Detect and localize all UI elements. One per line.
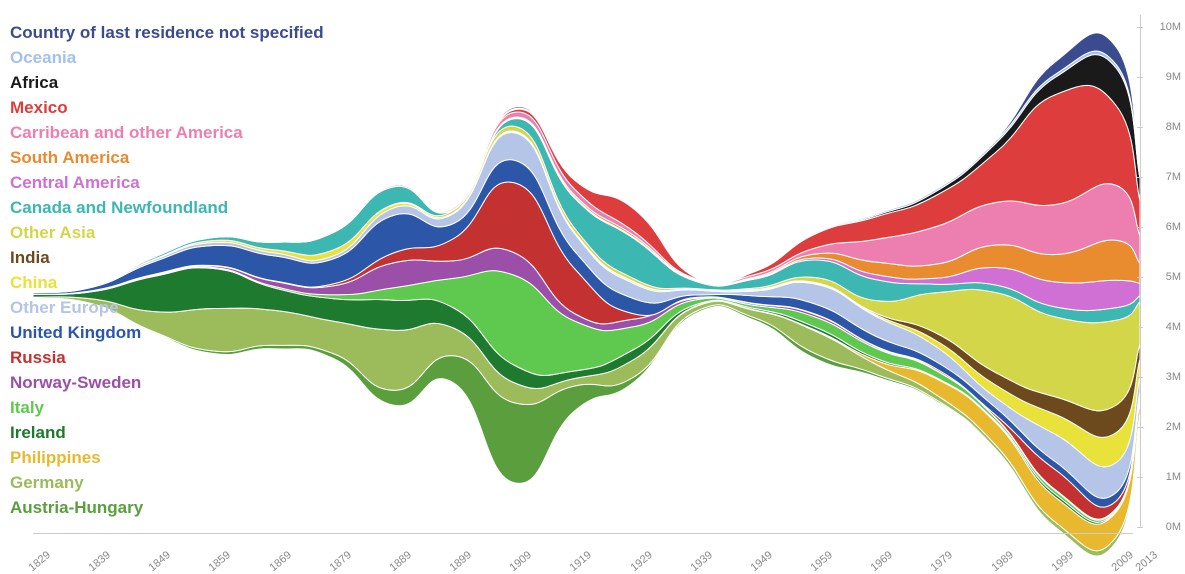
y-tick-label: 8M bbox=[1166, 121, 1181, 133]
x-tick-label: 1909 bbox=[508, 549, 534, 574]
x-tick-label: 1989 bbox=[989, 549, 1015, 574]
x-tick-label: 1979 bbox=[929, 549, 955, 574]
x-tick-label: 1869 bbox=[267, 549, 293, 574]
streamgraph-chart bbox=[0, 0, 1185, 573]
x-tick-label: 1899 bbox=[448, 549, 474, 574]
y-tick bbox=[1137, 177, 1143, 178]
y-tick bbox=[1137, 427, 1143, 428]
y-tick-label: 3M bbox=[1166, 371, 1181, 383]
y-tick-label: 2M bbox=[1166, 421, 1181, 433]
y-tick-label: 5M bbox=[1166, 271, 1181, 283]
y-tick bbox=[1137, 477, 1143, 478]
y-tick-label: 1M bbox=[1166, 471, 1181, 483]
x-tick-label: 1849 bbox=[147, 549, 173, 574]
y-tick bbox=[1137, 77, 1143, 78]
x-tick-label: 1959 bbox=[809, 549, 835, 574]
x-tick-label: 1879 bbox=[327, 549, 353, 574]
x-tick-label: 1859 bbox=[207, 549, 233, 574]
y-tick-label: 4M bbox=[1166, 321, 1181, 333]
y-tick-label: 10M bbox=[1160, 21, 1181, 33]
x-tick-label: 1939 bbox=[688, 549, 714, 574]
y-tick-label: 0M bbox=[1166, 521, 1181, 533]
x-tick-label: 1889 bbox=[387, 549, 413, 574]
y-tick-label: 6M bbox=[1166, 221, 1181, 233]
x-axis-line bbox=[33, 533, 1133, 534]
y-tick bbox=[1137, 27, 1143, 28]
x-tick-label: 1829 bbox=[26, 549, 52, 574]
y-axis: 0M 1M 2M 3M 4M 5M 6M 7M 8M 9M 10M bbox=[1141, 0, 1181, 530]
x-tick-label: 1839 bbox=[87, 549, 113, 574]
y-tick bbox=[1137, 327, 1143, 328]
y-tick-label: 9M bbox=[1166, 71, 1181, 83]
x-tick-label: 1969 bbox=[869, 549, 895, 574]
x-tick-label: 1999 bbox=[1049, 549, 1075, 574]
y-tick bbox=[1137, 127, 1143, 128]
x-tick-label: 1929 bbox=[628, 549, 654, 574]
x-tick-label: 1949 bbox=[748, 549, 774, 574]
y-tick bbox=[1137, 277, 1143, 278]
x-tick-label: 2009 bbox=[1109, 549, 1135, 574]
y-tick bbox=[1137, 227, 1143, 228]
y-tick bbox=[1137, 377, 1143, 378]
x-tick-label: 2013 bbox=[1133, 549, 1159, 574]
x-axis: 1829 1839 1849 1859 1869 1879 1889 1899 1909 1919… bbox=[0, 533, 1185, 573]
y-tick-label: 7M bbox=[1166, 171, 1181, 183]
y-tick bbox=[1137, 527, 1143, 528]
x-tick-label: 1919 bbox=[568, 549, 594, 574]
